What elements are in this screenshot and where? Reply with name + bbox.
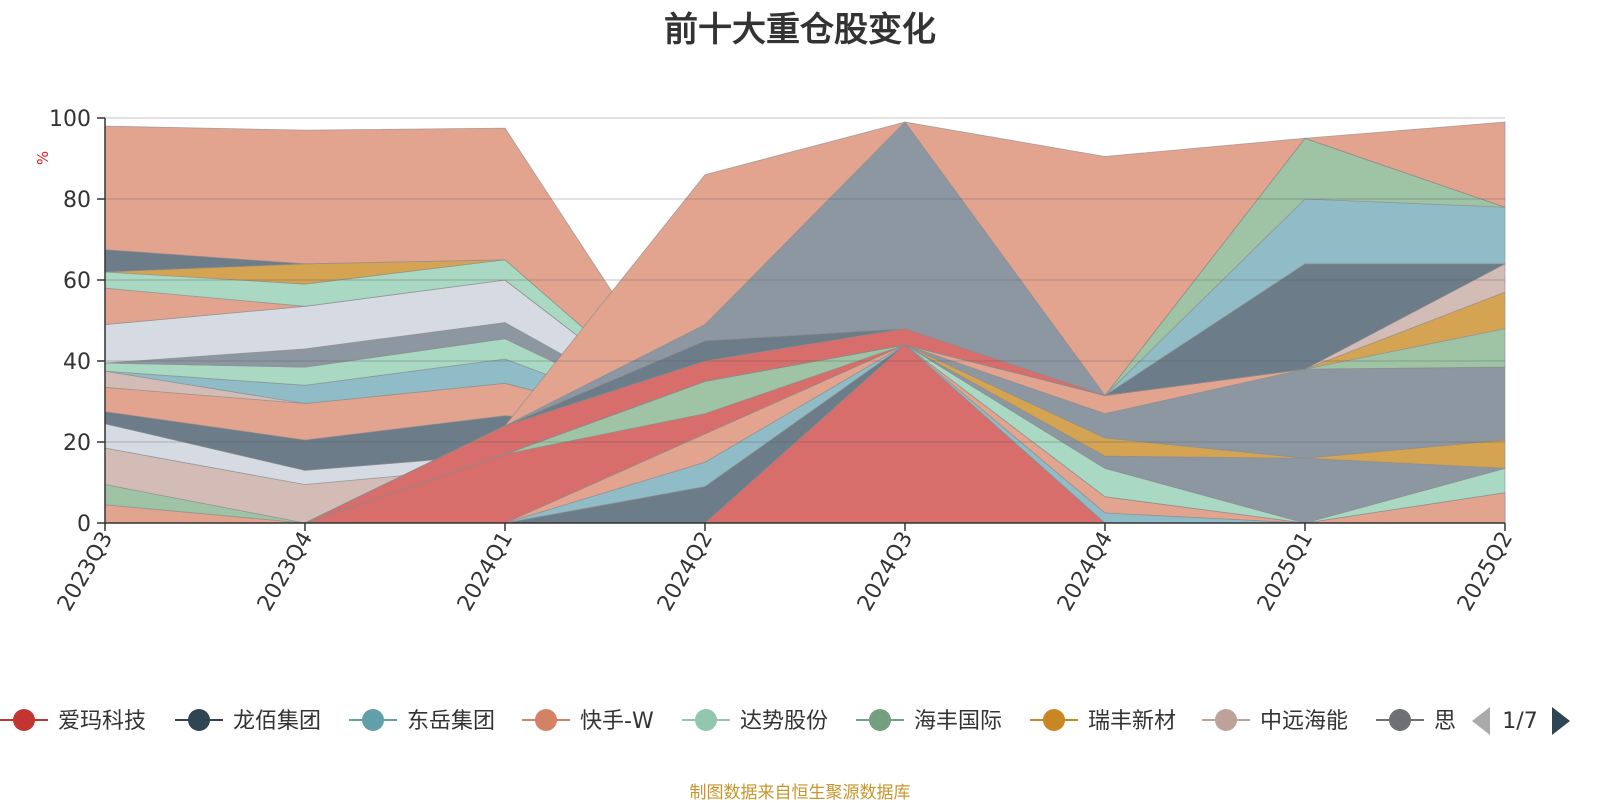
legend-label: 龙佰集团 xyxy=(233,709,321,734)
x-tick-label: 2024Q1 xyxy=(453,528,518,616)
y-tick-label: 40 xyxy=(63,350,91,375)
area-overlay-band-21 xyxy=(105,121,1506,524)
chart-source-note: 制图数据来自恒生聚源数据库 xyxy=(689,783,911,803)
y-axis-label: % xyxy=(34,151,52,165)
y-tick-label: 0 xyxy=(77,512,91,537)
legend-marker-icon xyxy=(1389,709,1411,731)
y-tick-label: 100 xyxy=(49,107,91,132)
legend-marker-icon xyxy=(869,709,891,731)
legend-item[interactable]: 中远海能 xyxy=(1202,709,1348,734)
legend-item[interactable]: 达势股份 xyxy=(682,709,828,734)
legend-label: 海丰国际 xyxy=(914,709,1002,734)
legend-marker-icon xyxy=(13,709,35,731)
y-tick-label: 20 xyxy=(63,431,91,456)
x-tick-label: 2024Q4 xyxy=(1053,528,1118,616)
legend-marker-icon xyxy=(535,709,557,731)
legend-marker-icon xyxy=(695,709,717,731)
legend-item[interactable]: 思 xyxy=(1376,709,1456,734)
y-tick-label: 80 xyxy=(63,188,91,213)
x-ticks: 2023Q3 2023Q4 2024Q1 2024Q2 2024Q3 2024Q4 2025… xyxy=(53,523,1518,616)
x-tick-label: 2025Q2 xyxy=(1453,528,1518,616)
axes xyxy=(104,118,1505,524)
x-tick-label: 2025Q1 xyxy=(1253,528,1318,616)
legend-marker-icon xyxy=(362,709,384,731)
legend-label: 爱玛科技 xyxy=(58,709,146,734)
legend-item[interactable]: 海丰国际 xyxy=(856,709,1002,734)
legend-label: 中远海能 xyxy=(1260,709,1348,734)
legend: 爱玛科技 龙佰集团 东岳集团 快手-W 达势股份 海丰国际 瑞丰新材 中远海能 思 xyxy=(0,709,1456,734)
legend-item[interactable]: 东岳集团 xyxy=(349,709,495,734)
legend-label: 东岳集团 xyxy=(407,709,495,734)
y-ticks: 0 20 40 60 80 100 xyxy=(49,107,105,537)
legend-pager[interactable]: 1/7 xyxy=(1472,707,1570,735)
grid-lines xyxy=(105,117,1505,443)
legend-label: 快手-W xyxy=(580,709,654,734)
legend-marker-icon xyxy=(1043,709,1065,731)
x-tick-label: 2023Q3 xyxy=(53,528,118,616)
legend-next-arrow-icon[interactable] xyxy=(1552,707,1570,735)
y-tick-label: 60 xyxy=(63,269,91,294)
legend-page-indicator: 1/7 xyxy=(1502,709,1537,734)
x-tick-label: 2024Q2 xyxy=(653,528,718,616)
legend-item[interactable]: 爱玛科技 xyxy=(0,709,146,734)
x-tick-label: 2024Q3 xyxy=(853,528,918,616)
legend-item[interactable]: 快手-W xyxy=(522,709,654,734)
legend-marker-icon xyxy=(188,709,210,731)
legend-item[interactable]: 龙佰集团 xyxy=(175,709,321,734)
x-tick-label: 2023Q4 xyxy=(253,528,318,616)
legend-marker-icon xyxy=(1215,709,1237,731)
legend-prev-arrow-icon[interactable] xyxy=(1472,707,1490,735)
legend-label: 思 xyxy=(1434,709,1456,734)
chart-title: 前十大重仓股变化 xyxy=(664,10,936,50)
legend-item[interactable]: 瑞丰新材 xyxy=(1030,709,1176,734)
legend-label: 瑞丰新材 xyxy=(1088,709,1176,734)
area-layer xyxy=(104,121,1506,524)
legend-label: 达势股份 xyxy=(740,709,828,734)
